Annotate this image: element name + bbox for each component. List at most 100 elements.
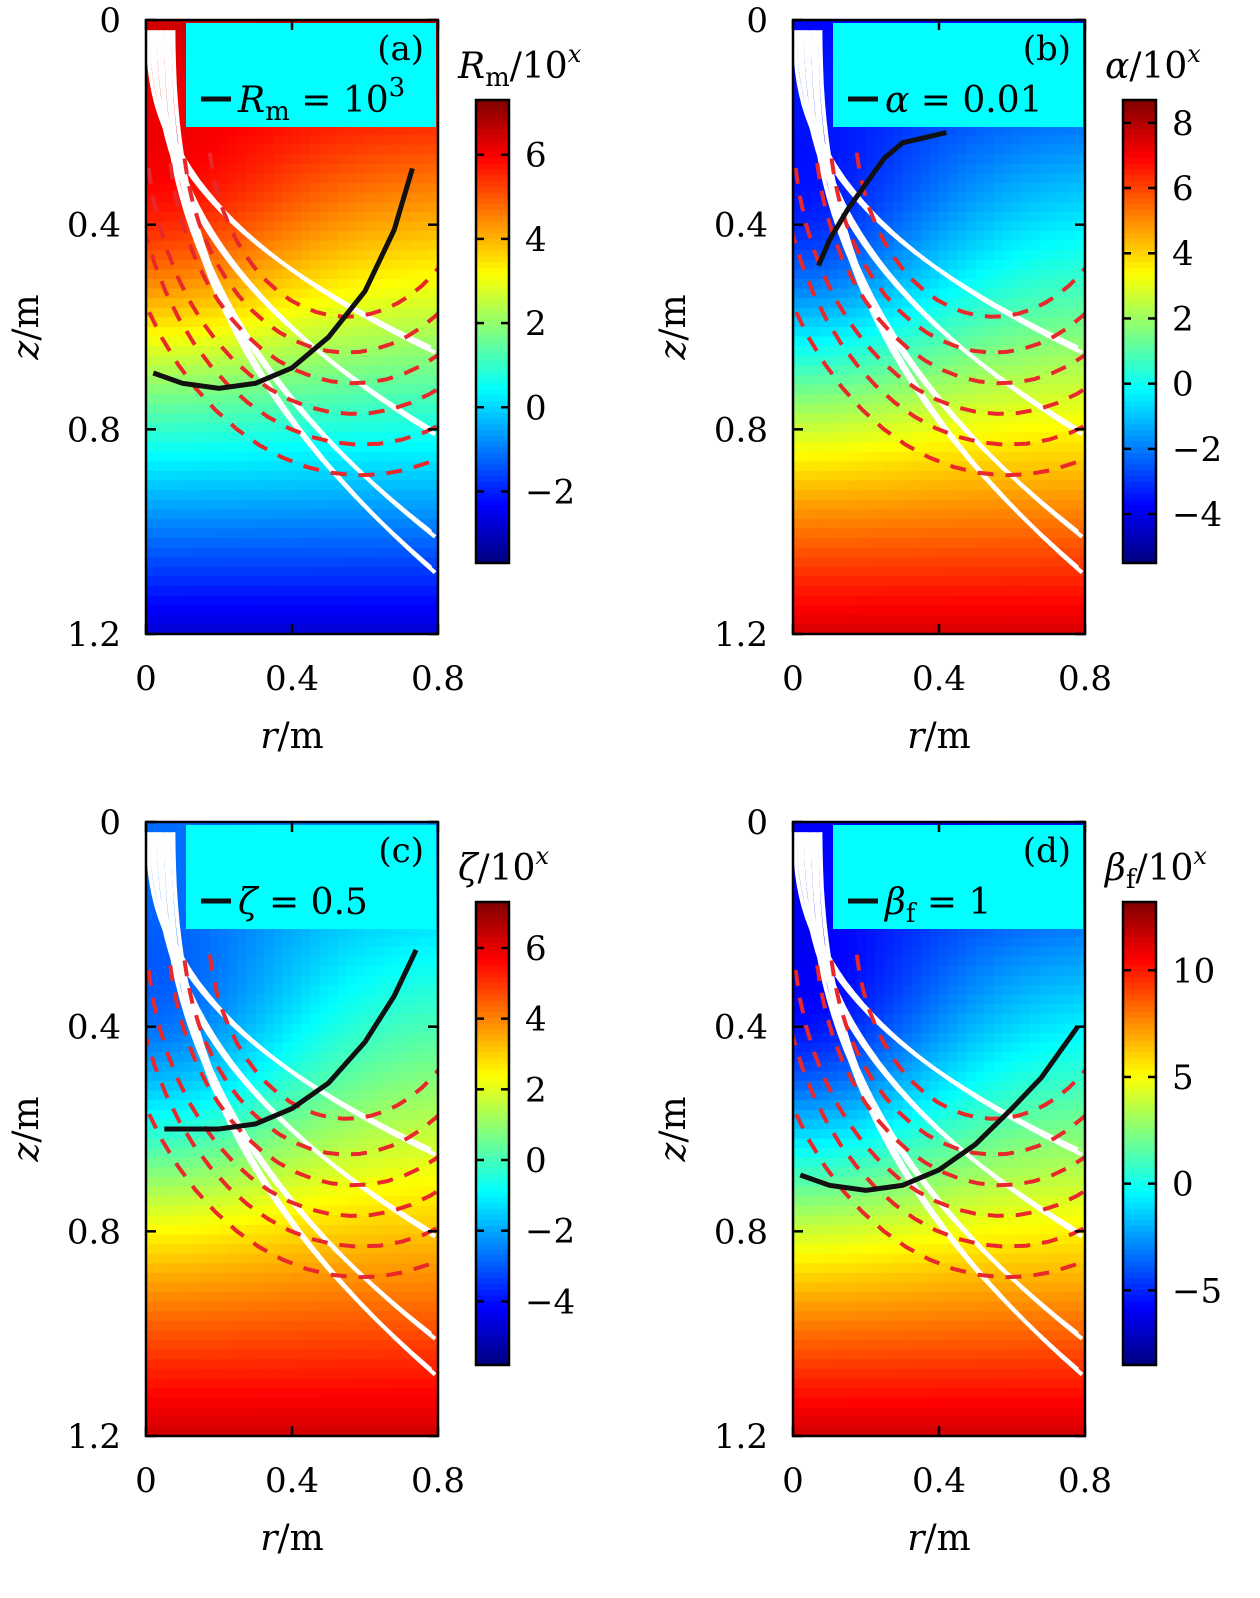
heatmap-cell [1002,135,1013,146]
heatmap-cell [838,557,849,568]
heatmap-cell [182,374,193,386]
heatmap-cell [319,442,330,453]
heatmap-cell [255,211,266,223]
heatmap-cell [346,946,357,957]
heatmap-cell [209,946,220,957]
heatmap-cell [401,192,412,203]
heatmap-cell [164,202,174,213]
heatmap-cell [246,432,257,443]
heatmap-cell [155,994,165,1005]
heatmap-cell [1039,202,1050,213]
heatmap-cell [1021,183,1031,194]
heatmap-cell [920,422,931,434]
heatmap-cell [1002,317,1013,328]
heatmap-cell [984,250,995,261]
heatmap-cell [173,994,184,1005]
heatmap-cell [401,927,412,938]
heatmap-cell [310,956,320,967]
heatmap-cell [282,202,293,213]
heatmap-cell [155,538,165,549]
colorbar-step [476,134,509,142]
heatmap-cell [811,442,821,453]
heatmap-cell [310,994,320,1005]
heatmap-cell [920,403,931,414]
heatmap-cell [893,144,904,155]
heatmap-cell [1075,461,1085,472]
heatmap-cell [428,547,438,558]
heatmap-cell [1021,192,1031,203]
heatmap-cell [301,937,311,948]
heatmap-cell [1066,288,1077,299]
heatmap-cell [292,965,302,977]
heatmap-cell [146,538,156,549]
heatmap-cell [838,374,849,386]
colorbar-step [476,100,509,107]
colorbar-step [476,290,509,298]
heatmap-cell [902,269,913,280]
heatmap-cell [182,355,193,366]
heatmap-cell [246,956,257,967]
heatmap-cell [264,269,275,280]
heatmap-cell [829,259,840,271]
heatmap-cell [1021,403,1031,414]
heatmap-cell [1012,394,1022,405]
heatmap-cell [282,965,293,977]
heatmap-cell [948,586,958,597]
heatmap-cell [929,336,940,347]
heatmap-cell [802,586,812,597]
heatmap-cell [337,163,348,175]
heatmap-cell [920,192,931,203]
heatmap-cell [346,975,357,986]
heatmap-cell [984,566,995,578]
heatmap-cell [948,557,958,568]
heatmap-cell [328,317,339,328]
heatmap-cell [337,231,348,242]
heatmap-cell [866,586,876,597]
heatmap-cell [829,355,840,366]
heatmap-cell [428,202,438,213]
heatmap-cell [319,231,330,242]
heatmap-cell [383,586,393,597]
heatmap-cell [1075,374,1085,386]
heatmap-cell [182,547,193,558]
heatmap-cell [182,605,193,616]
heatmap-cell [838,365,849,376]
heatmap-cell [948,355,958,366]
heatmap-cell [948,346,958,357]
heatmap-cell [374,614,384,625]
heatmap-cell [802,240,812,251]
heatmap-cell [1048,240,1059,251]
heatmap-cell [328,163,339,175]
heatmap-cell [173,317,184,328]
heatmap-cell [255,183,266,194]
heatmap-cell [875,470,885,482]
heatmap-cell [993,586,1004,597]
heatmap-cell [328,432,339,443]
heatmap-cell [1066,394,1077,405]
heatmap-cell [1039,442,1050,453]
heatmap-cell [856,365,867,376]
heatmap-cell [948,576,958,587]
heatmap-cell [319,605,330,616]
heatmap-cell [1057,259,1068,271]
heatmap-cell [237,125,247,136]
heatmap-cell [993,470,1004,482]
colorbar-step [476,487,509,495]
heatmap-cell [292,288,302,299]
heatmap-cell [838,317,849,328]
heatmap-cell [374,985,384,996]
heatmap-cell [966,528,977,539]
heatmap-cell [164,975,174,986]
heatmap-cell [228,394,238,405]
heatmap-cell [428,985,438,996]
heatmap-cell [191,298,202,309]
heatmap-cell [975,231,986,242]
heatmap-cell [410,927,421,938]
heatmap-cell [146,413,156,424]
heatmap-cell [237,374,247,386]
heatmap-cell [282,538,293,549]
heatmap-cell [328,509,339,520]
heatmap-cell [383,403,393,414]
heatmap-cell [228,355,238,366]
heatmap-cell [301,547,311,558]
